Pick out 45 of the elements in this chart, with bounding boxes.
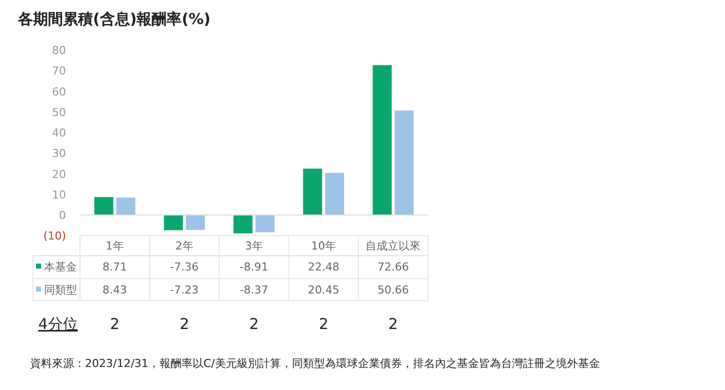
data-label: 50.66 (377, 284, 409, 297)
text: 2 (249, 315, 259, 333)
x-tick-label: 10年 (311, 240, 336, 253)
text: 2 (180, 315, 190, 333)
data-label: 72.66 (377, 260, 409, 274)
y-tick-label: (10) (43, 230, 66, 243)
data-label: -8.91 (240, 260, 268, 274)
data-label: 8.71 (102, 260, 128, 274)
text: 2 (388, 315, 398, 333)
x-tick-label: 2年 (175, 240, 194, 253)
bar (116, 198, 136, 215)
source-note: 資料來源：2023/12/31，報酬率以C/美元級別計算，同類型為環球企業債券，排名內之基金皆為台灣註冊之境外基金 (30, 357, 600, 370)
legend-label: 同類型 (44, 284, 77, 297)
bar (325, 172, 344, 215)
text: 4分位 (38, 315, 78, 333)
y-tick-label: 0 (59, 209, 66, 222)
chart-title: 各期間累積(含息)報酬率(%) (17, 10, 210, 28)
data-label: 22.48 (308, 260, 340, 274)
y-tick-label: 50 (52, 106, 66, 119)
y-tick-label: 10 (52, 188, 66, 202)
bar (186, 215, 205, 230)
y-tick-label: 70 (52, 64, 66, 78)
bar (372, 65, 392, 215)
bar (394, 110, 414, 215)
data-label: -7.36 (170, 260, 199, 274)
data-label: -7.23 (170, 284, 199, 297)
data-label: 20.45 (308, 284, 340, 297)
x-tick-label: 1年 (106, 240, 124, 253)
data-label: -8.37 (240, 284, 268, 297)
text: 2 (318, 315, 328, 333)
text: 2 (110, 315, 120, 333)
bar (94, 197, 114, 215)
y-tick-label: 80 (52, 44, 66, 57)
x-tick-label: 3年 (245, 240, 263, 253)
bar (303, 168, 322, 215)
y-tick-label: 30 (52, 147, 66, 160)
bar (256, 215, 274, 232)
bar (234, 215, 252, 234)
y-tick-label: 40 (52, 126, 66, 140)
bar (164, 215, 183, 230)
legend-label: 本基金 (44, 260, 77, 274)
data-label: 8.43 (102, 284, 128, 297)
y-tick-label: 60 (52, 85, 66, 98)
y-tick-label: 20 (52, 168, 66, 181)
x-tick-label: 自成立以來 (366, 240, 421, 253)
